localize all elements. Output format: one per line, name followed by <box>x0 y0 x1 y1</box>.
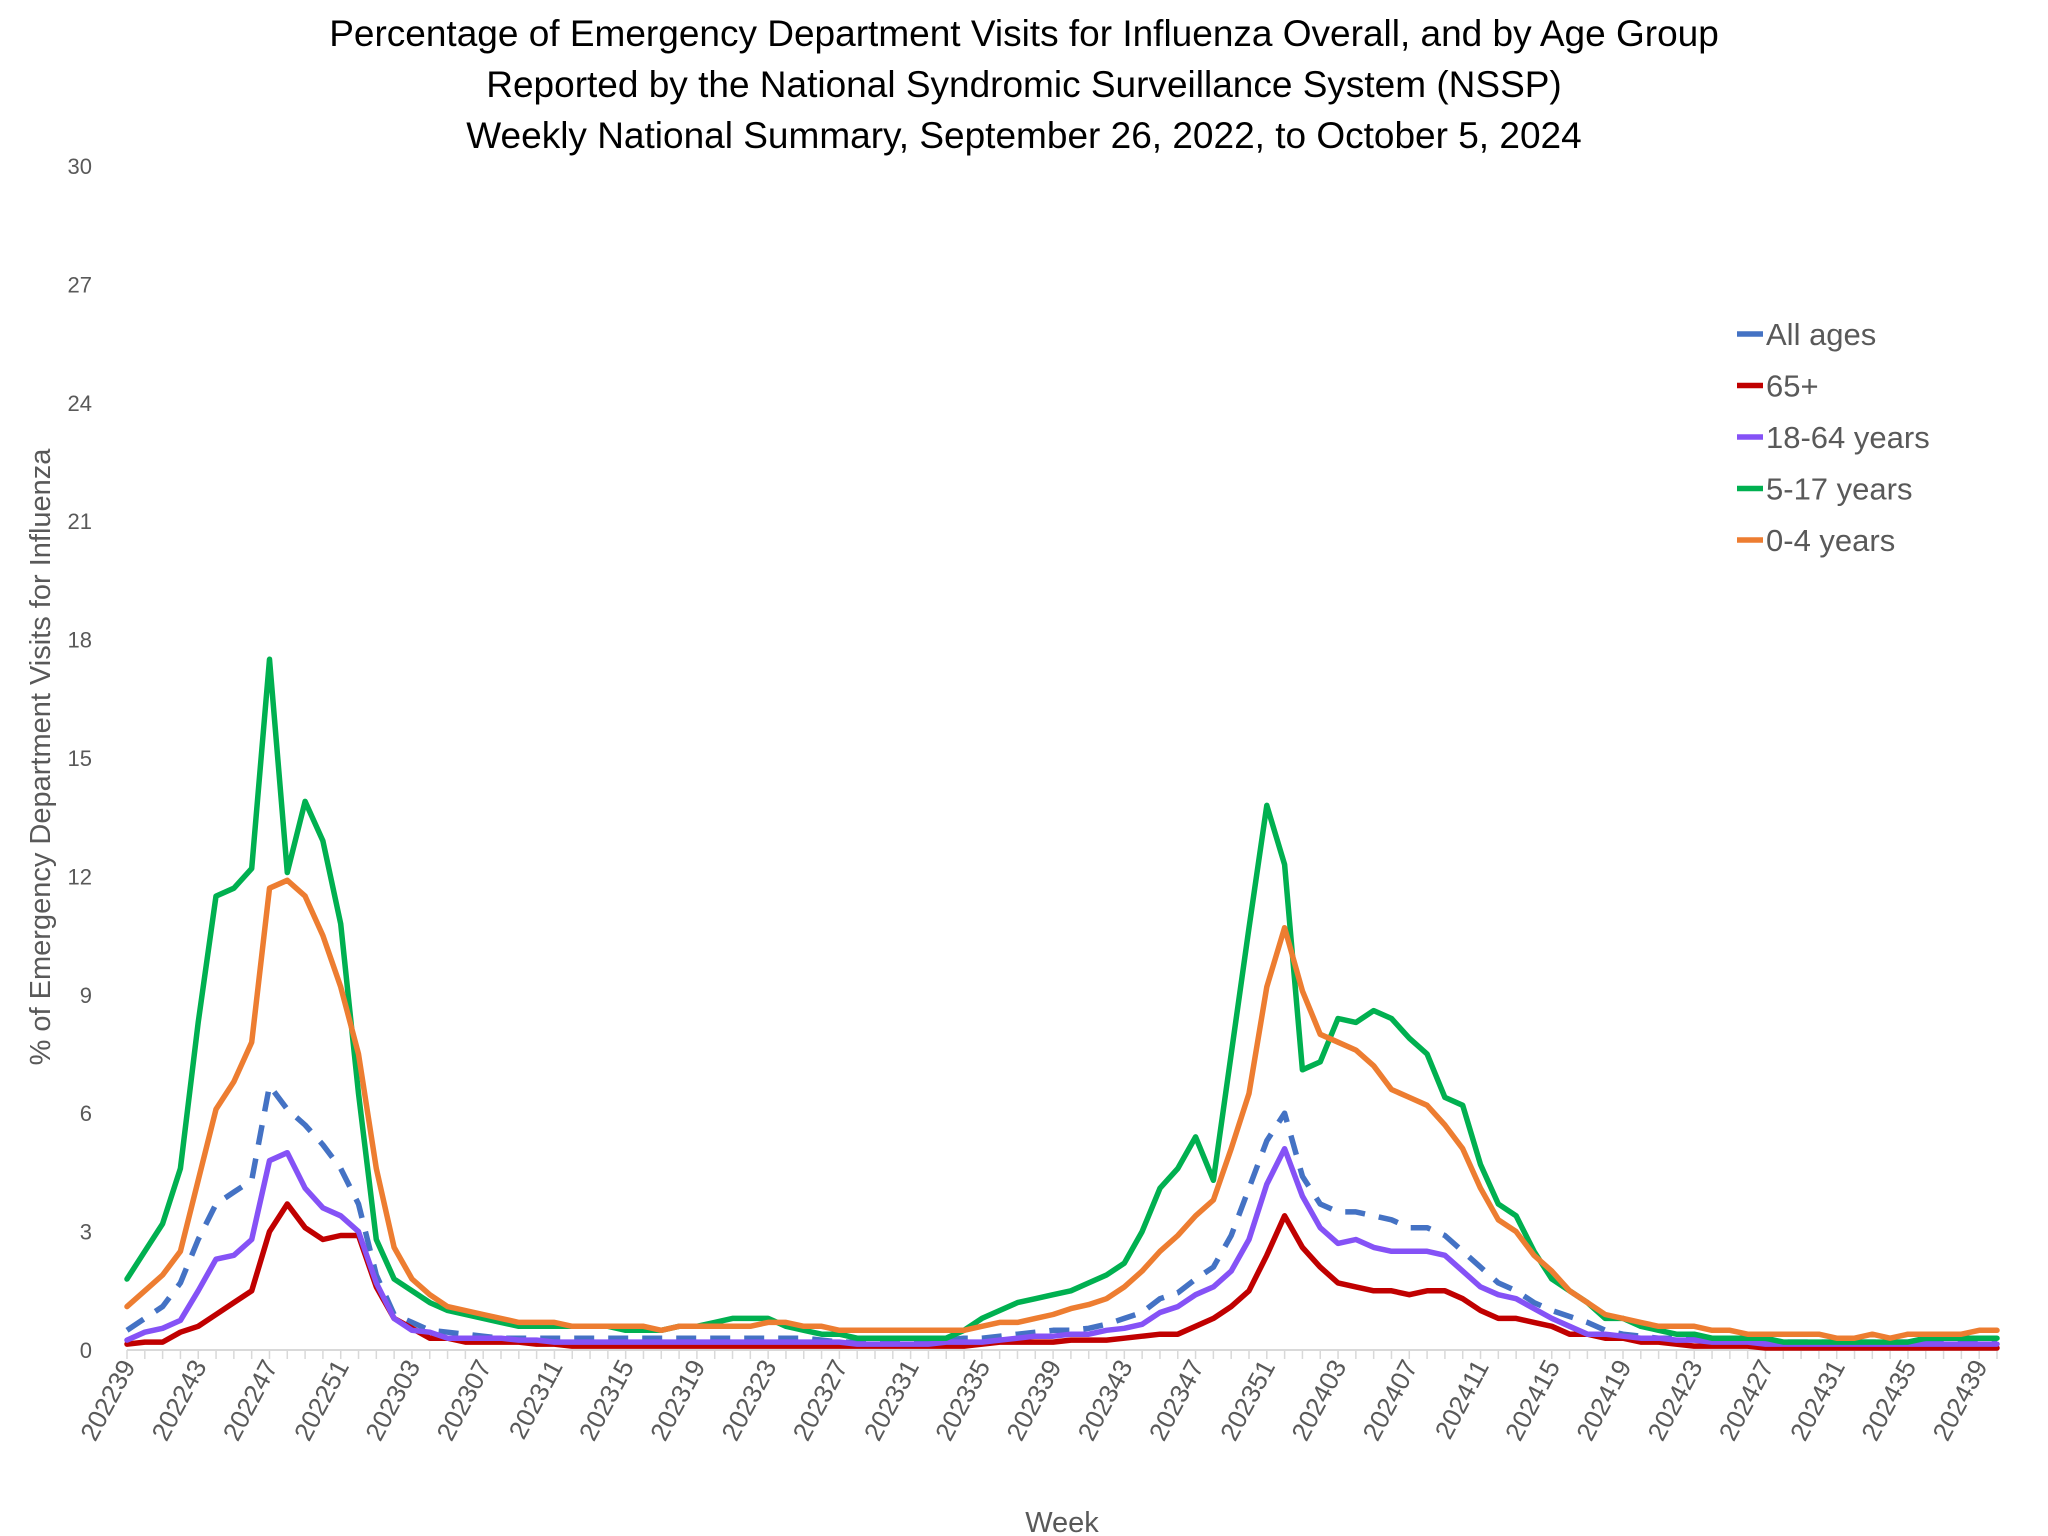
x-tick-label: 202435 <box>1855 1355 1922 1446</box>
x-tick-label: 202335 <box>929 1355 996 1446</box>
legend-label: 0-4 years <box>1766 523 1895 558</box>
x-tick-label: 202431 <box>1784 1355 1851 1446</box>
x-tick-label: 202327 <box>786 1355 853 1446</box>
y-tick-label: 18 <box>68 628 92 653</box>
series-line-all-ages <box>125 1082 1997 1345</box>
y-tick-label: 15 <box>68 746 92 771</box>
title-line-1: Percentage of Emergency Department Visit… <box>329 13 1719 54</box>
y-tick-label: 21 <box>68 509 92 534</box>
series-line-0-4-years <box>124 877 2000 1341</box>
series-lines <box>124 656 2000 1351</box>
x-tick-label: 202347 <box>1143 1355 1210 1446</box>
x-tick-label: 202411 <box>1429 1355 1495 1444</box>
x-axis: 202239 202243 202247 202251 202303 202307 2023… <box>74 1349 1998 1446</box>
legend-item: 0-4 years <box>1737 523 1895 558</box>
x-tick-label: 202315 <box>573 1355 640 1446</box>
x-tick-label: 202351 <box>1214 1355 1281 1446</box>
chart-title: Percentage of Emergency Department Visit… <box>329 13 1719 156</box>
title-line-3: Weekly National Summary, September 26, 2… <box>466 115 1581 156</box>
x-tick-label: 202419 <box>1570 1355 1637 1446</box>
series-line-5-17-years <box>124 656 2000 1345</box>
x-tick-label: 202403 <box>1285 1355 1352 1446</box>
legend-item: All ages <box>1737 317 1876 352</box>
x-tick-label: 202439 <box>1926 1355 1993 1446</box>
x-tick-label: 202239 <box>74 1355 141 1446</box>
legend-label: All ages <box>1766 317 1876 352</box>
x-tick-label: 202303 <box>359 1355 426 1446</box>
x-tick-label: 202407 <box>1356 1355 1423 1446</box>
x-tick-label: 202427 <box>1713 1355 1780 1446</box>
y-tick-label: 3 <box>80 1220 92 1245</box>
legend-label: 18-64 years <box>1766 420 1930 455</box>
y-tick-label: 12 <box>68 864 92 889</box>
y-tick-label: 6 <box>80 1101 92 1126</box>
x-tick-label: 202247 <box>217 1355 284 1446</box>
x-tick-label: 202307 <box>430 1355 497 1446</box>
series-line-18-64-years <box>124 1145 2000 1347</box>
y-tick-label: 24 <box>68 391 92 416</box>
legend-item: 18-64 years <box>1737 420 1930 455</box>
x-tick-label: 202251 <box>288 1355 355 1446</box>
y-axis-ticks: 0 3 6 9 12 15 18 21 24 27 30 <box>68 154 92 1363</box>
x-tick-label: 202331 <box>858 1355 925 1446</box>
y-tick-label: 9 <box>80 983 92 1008</box>
x-tick-label: 202311 <box>502 1355 568 1444</box>
y-tick-label: 30 <box>68 154 92 179</box>
legend-label: 5-17 years <box>1766 472 1912 507</box>
legend-label: 65+ <box>1766 369 1819 404</box>
y-axis-title: % of Emergency Department Visits for Inf… <box>25 448 57 1066</box>
x-tick-label: 202323 <box>715 1355 782 1446</box>
title-line-2: Reported by the National Syndromic Surve… <box>486 64 1562 105</box>
legend-item: 5-17 years <box>1737 472 1912 507</box>
x-tick-label: 202243 <box>145 1355 212 1446</box>
series-line-65- <box>124 1201 2000 1351</box>
y-tick-label: 27 <box>68 272 92 297</box>
x-tick-label: 202415 <box>1499 1355 1566 1446</box>
legend: All ages 65+ 18-64 years 5-17 years 0-4 year… <box>1737 317 1930 558</box>
y-tick-label: 0 <box>80 1338 92 1363</box>
legend-item: 65+ <box>1737 369 1819 404</box>
x-tick-label: 202343 <box>1071 1355 1138 1446</box>
x-tick-label: 202319 <box>644 1355 711 1446</box>
x-tick-label: 202423 <box>1641 1355 1708 1446</box>
x-tick-label: 202339 <box>1000 1355 1067 1446</box>
x-axis-title: Week <box>1025 1507 1099 1536</box>
